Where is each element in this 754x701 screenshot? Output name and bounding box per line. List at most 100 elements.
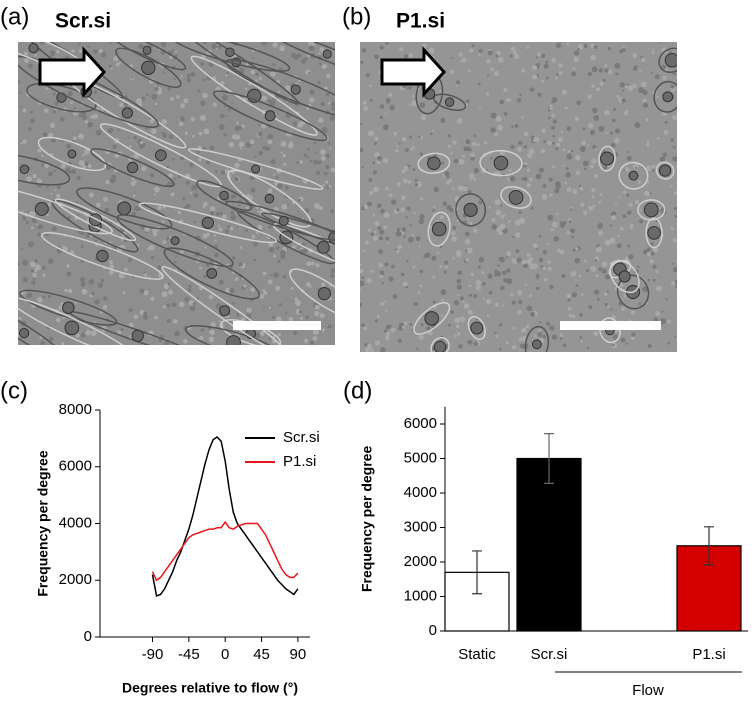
speckle <box>456 278 462 284</box>
speckle <box>452 225 457 230</box>
speckle <box>461 57 467 63</box>
speckle <box>632 66 637 71</box>
speckle <box>261 95 267 101</box>
speckle <box>527 168 531 172</box>
speckle <box>511 344 517 350</box>
speckle <box>578 274 582 278</box>
cell <box>609 259 640 294</box>
speckle <box>456 251 462 258</box>
speckle <box>313 202 320 209</box>
speckle <box>22 108 27 113</box>
speckle <box>245 206 249 210</box>
speckle <box>306 261 312 267</box>
speckle <box>327 324 332 329</box>
speckle <box>35 264 41 271</box>
speckle <box>141 96 146 101</box>
speckle <box>323 171 328 176</box>
speckle <box>513 50 517 55</box>
speckle <box>536 248 539 251</box>
speckle <box>384 112 387 115</box>
speckle <box>603 292 608 296</box>
speckle <box>490 127 496 133</box>
speckle <box>620 283 624 287</box>
speckle <box>206 74 212 81</box>
speckle <box>325 164 330 169</box>
speckle <box>205 232 210 237</box>
speckle <box>391 264 395 269</box>
speckle <box>566 187 572 192</box>
speckle <box>75 333 80 338</box>
speckle <box>529 177 533 181</box>
speckle <box>667 319 672 324</box>
speckle <box>650 251 655 256</box>
speckle <box>564 181 568 185</box>
speckle <box>87 164 92 168</box>
speckle <box>190 71 196 77</box>
y-tick-label: 1000 <box>404 587 437 604</box>
speckle <box>526 252 531 258</box>
speckle <box>481 271 485 275</box>
speckle <box>423 254 427 258</box>
speckle <box>59 139 62 142</box>
speckle <box>642 98 647 103</box>
speckle <box>263 290 268 296</box>
speckle <box>186 73 191 78</box>
speckle <box>495 334 499 338</box>
speckle <box>396 208 400 212</box>
speckle <box>199 266 202 270</box>
speckle <box>473 228 478 233</box>
speckle <box>509 99 512 102</box>
speckle <box>40 225 44 229</box>
nucleus <box>647 226 661 240</box>
speckle <box>512 326 516 330</box>
speckle <box>416 347 419 351</box>
speckle <box>279 45 285 52</box>
speckle <box>517 309 522 315</box>
speckle <box>46 185 49 189</box>
speckle <box>432 205 436 209</box>
speckle <box>649 259 654 264</box>
speckle <box>530 206 534 210</box>
speckle <box>369 98 373 102</box>
speckle <box>672 156 677 162</box>
speckle <box>503 278 508 283</box>
speckle <box>612 118 616 123</box>
speckle <box>185 180 190 185</box>
speckle <box>269 100 276 106</box>
nucleus <box>67 149 77 159</box>
speckle <box>594 148 597 151</box>
speckle <box>551 113 556 118</box>
speckle <box>54 189 57 192</box>
speckle <box>100 51 107 58</box>
speckle <box>84 162 89 167</box>
speckle <box>561 274 566 279</box>
speckle <box>537 332 543 337</box>
speckle <box>84 120 89 124</box>
speckle <box>203 201 208 207</box>
nucleus <box>618 270 631 283</box>
speckle <box>593 174 598 179</box>
cell <box>267 42 335 79</box>
speckle <box>68 161 72 165</box>
speckle <box>366 201 372 207</box>
speckle <box>614 62 621 69</box>
speckle <box>592 144 597 150</box>
speckle <box>542 335 546 339</box>
speckle <box>141 165 147 172</box>
speckle <box>440 117 446 123</box>
speckle <box>574 278 577 282</box>
speckle <box>61 342 65 345</box>
speckle <box>559 42 562 44</box>
speckle <box>591 158 597 164</box>
nucleus <box>424 311 440 326</box>
speckle <box>454 317 461 324</box>
speckle <box>85 330 91 336</box>
speckle <box>626 193 630 197</box>
speckle <box>189 162 194 167</box>
speckle <box>604 64 608 68</box>
speckle <box>547 109 551 112</box>
speckle <box>634 166 638 169</box>
speckle <box>626 155 632 161</box>
speckle <box>555 181 561 187</box>
speckle <box>251 234 256 239</box>
